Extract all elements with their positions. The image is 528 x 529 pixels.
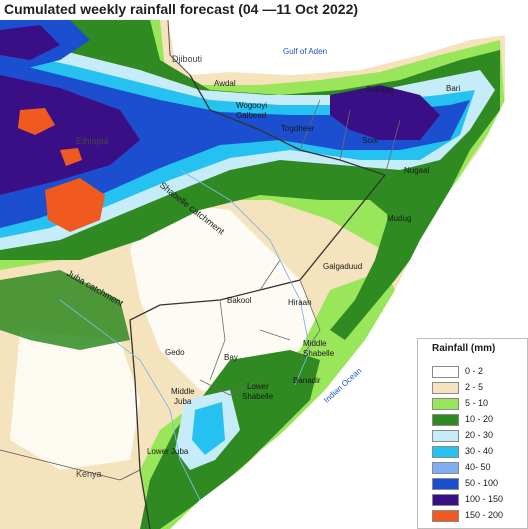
label-middle-juba-2: Juba — [174, 397, 192, 406]
legend-row: 40- 50 — [432, 461, 527, 476]
label-bay: Bay — [224, 353, 238, 362]
legend-swatch — [432, 446, 459, 458]
gulf-of-aden-sea — [190, 20, 505, 75]
rain-10-20-coast — [330, 190, 440, 340]
label-lower-shabelle-1: Lower — [247, 382, 269, 391]
country-border-ethiopia-somalia — [129, 74, 387, 529]
rain-150-200-b — [18, 108, 55, 135]
label-galbeed: Galbeed — [236, 111, 267, 120]
legend-swatch — [432, 414, 459, 426]
shabelle-river — [179, 169, 311, 386]
legend-label: 150 - 200 — [465, 510, 504, 520]
label-lower-shabelle-2: Shabelle — [242, 392, 274, 401]
legend-row: 0 - 2 — [432, 365, 527, 380]
legend-label: 10 - 20 — [465, 414, 494, 424]
legend-swatch — [432, 494, 459, 506]
rain-30-40-south — [192, 402, 225, 455]
legend-swatch — [432, 510, 459, 522]
rain-50-100-band — [0, 60, 470, 228]
legend-label: 5 - 10 — [465, 398, 489, 408]
legend-row: 20 - 30 — [432, 429, 527, 444]
rain-150-200-a — [45, 178, 105, 232]
rain-10-20-west — [0, 270, 130, 350]
legend-row: 10 - 20 — [432, 413, 527, 428]
legend-label: 50 - 100 — [465, 478, 499, 488]
legend-swatch — [432, 430, 459, 442]
legend-label: 30 - 40 — [465, 446, 494, 456]
rain-150-200-c — [60, 148, 82, 166]
legend-row: 30 - 40 — [432, 445, 527, 460]
legend-title: Rainfall (mm) — [432, 343, 496, 354]
label-gulf-of-aden: Gulf of Aden — [283, 47, 328, 56]
label-banadir: Banadir — [293, 376, 321, 385]
country-border-kenya — [0, 449, 141, 481]
legend-label: 20 - 30 — [465, 430, 494, 440]
legend-swatch — [432, 462, 459, 474]
map-title: Cumulated weekly rainfall forecast (04 —… — [0, 0, 528, 20]
legend-row: 100 - 150 — [432, 493, 527, 508]
rainfall-map — [0, 20, 528, 529]
label-hiraan: Hiraan — [288, 298, 312, 307]
label-togdheer: Togdheer — [281, 124, 315, 133]
dry-zone-white — [130, 200, 320, 400]
label-wogooyi: Wogooyi — [236, 101, 267, 110]
label-lower-juba: Lower Juba — [147, 447, 189, 456]
label-djibouti: Djibouti — [172, 54, 203, 64]
label-bakool: Bakool — [227, 296, 252, 305]
country-border-djibouti — [167, 20, 191, 76]
label-bari: Bari — [446, 84, 461, 93]
legend-label: 0 - 2 — [465, 366, 484, 376]
label-galgaduud: Galgaduud — [323, 262, 363, 271]
label-mudug: Mudug — [387, 214, 412, 223]
region-borders — [199, 99, 401, 396]
label-nugaal: Nugaal — [404, 166, 430, 175]
rainfall-legend: Rainfall (mm) 0 - 2 2 - 5 5 - 10 10 - 20… — [417, 338, 528, 529]
dry-zone-white-2 — [10, 330, 140, 470]
rain-100-150-east — [330, 85, 440, 140]
juba-river — [59, 299, 201, 501]
label-sool: Sool — [362, 136, 379, 145]
label-sanaag: Sanaag — [366, 85, 394, 94]
label-middle-shabelle-2: Shabelle — [303, 349, 335, 358]
legend-swatch — [432, 398, 459, 410]
label-awdal: Awdal — [214, 79, 236, 88]
legend-row: 50 - 100 — [432, 477, 527, 492]
legend-label: 2 - 5 — [465, 382, 484, 392]
legend-swatch — [432, 478, 459, 490]
legend-row: 2 - 5 — [432, 381, 527, 396]
label-gedo: Gedo — [165, 348, 185, 357]
legend-row: 150 - 200 — [432, 509, 527, 524]
label-kenya: Kenya — [76, 469, 102, 479]
legend-label: 100 - 150 — [465, 494, 504, 504]
legend-label: 40- 50 — [465, 462, 491, 472]
rain-100-150-west — [0, 75, 140, 195]
label-middle-juba-1: Middle — [171, 387, 195, 396]
legend-row: 5 - 10 — [432, 397, 527, 412]
label-ethiopia: Ethiopia — [76, 136, 109, 146]
label-middle-shabelle-1: Middle — [303, 339, 327, 348]
rain-100-150-north — [0, 25, 60, 60]
legend-swatch — [432, 382, 459, 394]
legend-swatch — [432, 366, 459, 378]
